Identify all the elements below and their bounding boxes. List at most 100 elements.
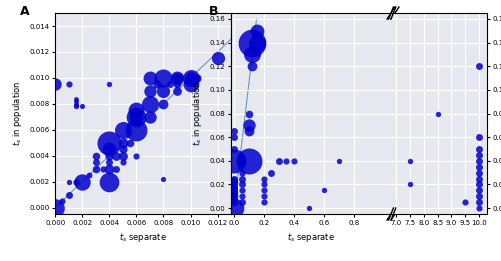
Point bbox=[105, 167, 113, 171]
Point bbox=[229, 176, 237, 181]
Point bbox=[105, 147, 113, 151]
Point bbox=[71, 99, 79, 103]
Point bbox=[166, 82, 174, 86]
Point bbox=[132, 128, 140, 132]
Point bbox=[112, 153, 120, 158]
Point bbox=[92, 167, 100, 171]
Point bbox=[65, 82, 73, 86]
Point bbox=[229, 189, 237, 194]
Point bbox=[260, 182, 268, 187]
Point bbox=[244, 159, 253, 163]
Point bbox=[260, 194, 268, 198]
Point bbox=[247, 40, 256, 45]
Point bbox=[474, 200, 482, 204]
Point bbox=[252, 29, 260, 33]
Point bbox=[213, 56, 221, 61]
X-axis label: $t_s$ separate: $t_s$ separate bbox=[119, 231, 167, 244]
Point bbox=[159, 177, 167, 181]
Point bbox=[51, 205, 59, 210]
Point bbox=[112, 167, 120, 171]
Point bbox=[92, 153, 100, 158]
Point bbox=[146, 102, 154, 106]
Point bbox=[119, 147, 127, 151]
Point bbox=[474, 135, 482, 139]
Point bbox=[229, 159, 237, 163]
Point bbox=[237, 182, 245, 187]
Point bbox=[282, 159, 290, 163]
Point bbox=[105, 153, 113, 158]
Point bbox=[229, 197, 237, 201]
Point bbox=[304, 206, 312, 210]
Point bbox=[119, 153, 127, 158]
Point bbox=[244, 111, 253, 116]
Text: B: B bbox=[208, 5, 218, 18]
Point bbox=[474, 64, 482, 68]
Point bbox=[474, 206, 482, 210]
Point bbox=[474, 194, 482, 198]
Point bbox=[98, 167, 106, 171]
Point bbox=[260, 188, 268, 192]
Point bbox=[146, 76, 154, 80]
Point bbox=[237, 194, 245, 198]
Point bbox=[334, 159, 342, 163]
Point bbox=[186, 82, 194, 86]
Point bbox=[237, 200, 245, 204]
Y-axis label: $t_s$ in population: $t_s$ in population bbox=[191, 81, 204, 146]
X-axis label: $t_s$ separate: $t_s$ separate bbox=[287, 231, 334, 244]
Point bbox=[229, 200, 237, 204]
Point bbox=[159, 102, 167, 106]
Point bbox=[474, 188, 482, 192]
Point bbox=[474, 153, 482, 157]
Point bbox=[173, 89, 181, 93]
Point bbox=[405, 182, 413, 187]
Point bbox=[474, 147, 482, 151]
Point bbox=[229, 178, 237, 182]
Point bbox=[229, 186, 237, 190]
Y-axis label: $t_s$ in population: $t_s$ in population bbox=[11, 81, 24, 146]
Point bbox=[105, 180, 113, 184]
Point bbox=[152, 82, 160, 86]
Text: A: A bbox=[20, 5, 30, 18]
Point bbox=[119, 141, 127, 145]
Point bbox=[237, 188, 245, 192]
Point bbox=[289, 159, 297, 163]
Point bbox=[186, 76, 194, 80]
Point bbox=[474, 182, 482, 187]
Point bbox=[260, 176, 268, 181]
Point bbox=[78, 104, 86, 109]
Point bbox=[65, 180, 73, 184]
Point bbox=[405, 159, 413, 163]
Point bbox=[71, 97, 79, 101]
Point bbox=[229, 147, 237, 151]
Point bbox=[474, 165, 482, 169]
Point bbox=[159, 76, 167, 80]
Point bbox=[267, 170, 275, 175]
Point bbox=[85, 173, 93, 177]
Point bbox=[132, 153, 140, 158]
Point bbox=[275, 159, 283, 163]
Point bbox=[229, 188, 237, 192]
Point bbox=[105, 141, 113, 145]
Point bbox=[105, 160, 113, 164]
Point bbox=[119, 160, 127, 164]
Point bbox=[71, 104, 79, 109]
Point bbox=[237, 159, 245, 163]
Point bbox=[229, 180, 237, 184]
Point bbox=[132, 108, 140, 112]
Point bbox=[92, 160, 100, 164]
Point bbox=[125, 141, 133, 145]
Point bbox=[58, 199, 66, 203]
Point bbox=[71, 102, 79, 106]
Point bbox=[229, 206, 237, 210]
Point bbox=[244, 123, 253, 127]
Point bbox=[433, 111, 441, 116]
Point bbox=[260, 200, 268, 204]
Point bbox=[132, 115, 140, 119]
Point bbox=[247, 64, 256, 68]
Point bbox=[474, 170, 482, 175]
Point bbox=[65, 192, 73, 197]
Point bbox=[186, 76, 194, 80]
Point bbox=[252, 40, 260, 45]
Point bbox=[119, 128, 127, 132]
Point bbox=[105, 82, 113, 86]
